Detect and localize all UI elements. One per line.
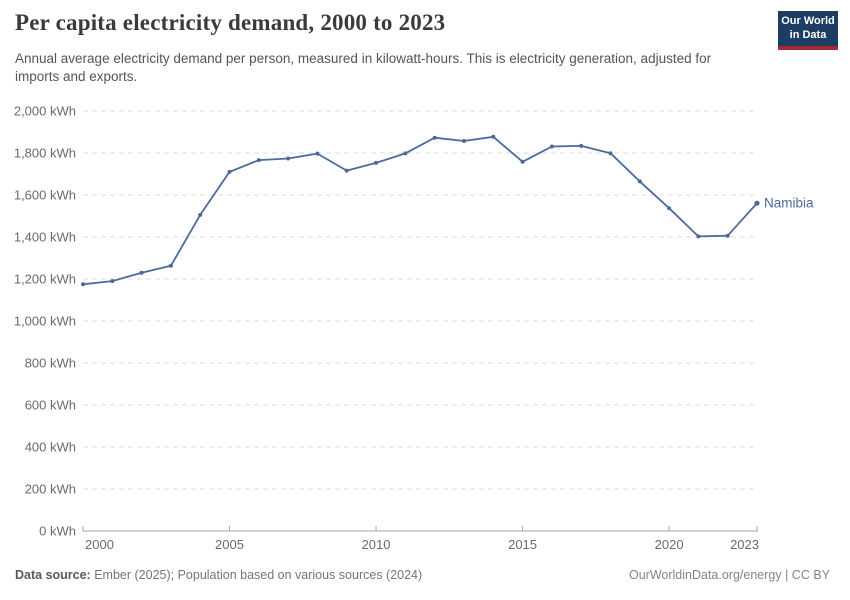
y-axis-tick-label: 0 kWh xyxy=(39,524,76,539)
data-point xyxy=(754,200,760,206)
data-point xyxy=(374,160,378,165)
data-point xyxy=(81,282,85,287)
data-point xyxy=(198,212,203,217)
y-axis-tick-label: 1,000 kWh xyxy=(14,314,76,329)
x-axis-tick-label: 2023 xyxy=(730,537,759,552)
data-point xyxy=(491,134,496,139)
y-axis-tick-label: 600 kWh xyxy=(25,398,76,413)
y-axis-tick-label: 1,200 kWh xyxy=(14,272,76,287)
data-point xyxy=(344,168,349,173)
data-point xyxy=(579,143,584,148)
data-source-text: Ember (2025); Population based on variou… xyxy=(90,568,423,582)
y-axis-tick-label: 400 kWh xyxy=(25,440,76,455)
data-point xyxy=(462,139,466,143)
owid-logo-line1: Our World xyxy=(781,15,835,27)
data-point xyxy=(256,158,261,163)
data-point xyxy=(110,279,115,284)
data-point xyxy=(315,151,320,156)
y-axis-tick-label: 1,600 kWh xyxy=(14,188,76,203)
data-point xyxy=(403,151,408,156)
data-point xyxy=(637,179,642,184)
y-axis-tick-label: 2,000 kWh xyxy=(14,104,76,119)
namibia-line-series xyxy=(82,135,758,286)
data-point xyxy=(286,156,291,161)
data-point xyxy=(168,263,173,268)
owid-logo-line2: in Data xyxy=(789,28,827,41)
owid-logo: Our World in Data xyxy=(778,11,838,50)
data-point xyxy=(432,135,437,140)
data-point xyxy=(549,144,554,149)
credit-link[interactable]: OurWorldinData.org/energy | CC BY xyxy=(628,568,830,582)
y-axis-tick-label: 200 kWh xyxy=(25,482,76,497)
page-title: Per capita electricity demand, 2000 to 2… xyxy=(15,10,446,35)
series-entity-label: Namibia xyxy=(764,196,814,211)
data-point xyxy=(608,151,613,156)
chart-footer: Data source: Ember (2025); Population ba… xyxy=(15,568,830,582)
x-axis-tick-label: 2015 xyxy=(508,537,537,552)
data-point xyxy=(696,234,701,239)
data-source-label: Data source: xyxy=(15,568,91,582)
data-source: Data source: Ember (2025); Population ba… xyxy=(15,568,422,582)
chart-subtitle: Annual average electricity demand per pe… xyxy=(15,51,712,85)
y-axis-tick-label: 800 kWh xyxy=(25,356,76,371)
data-point xyxy=(725,233,730,238)
x-axis-tick-label: 2010 xyxy=(362,537,391,552)
data-point xyxy=(520,159,525,164)
data-point xyxy=(667,206,672,211)
x-axis-tick-label: 2020 xyxy=(655,537,684,552)
y-axis-tick-label: 1,800 kWh xyxy=(14,146,76,161)
data-point xyxy=(227,169,232,174)
x-axis-tick-label: 2000 xyxy=(85,537,114,552)
data-point xyxy=(139,270,144,275)
x-axis-tick-label: 2005 xyxy=(215,537,244,552)
y-axis-tick-label: 1,400 kWh xyxy=(14,230,76,245)
